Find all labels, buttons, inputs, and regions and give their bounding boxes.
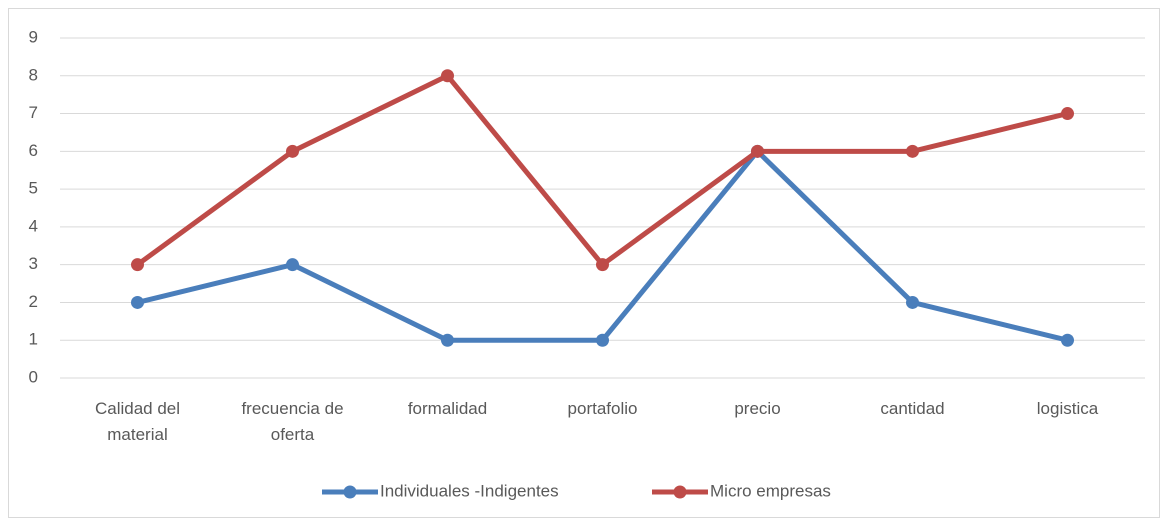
x-tick-label: logistica xyxy=(1036,399,1099,418)
y-tick-label: 6 xyxy=(29,141,38,160)
x-tick-label: Calidad del material xyxy=(94,399,181,444)
data-point xyxy=(906,144,919,158)
legend-marker xyxy=(343,485,357,499)
data-point xyxy=(1061,333,1074,347)
y-tick-label: 8 xyxy=(29,65,38,84)
legend-marker xyxy=(673,485,687,499)
chart-frame xyxy=(8,8,1160,518)
y-tick-label: 7 xyxy=(29,103,38,122)
legend-label: Individuales -Indigentes xyxy=(380,481,559,500)
data-point xyxy=(286,144,299,158)
x-tick-label: frecuencia de oferta xyxy=(241,399,344,444)
data-point xyxy=(131,295,144,309)
y-tick-label: 0 xyxy=(29,367,38,386)
x-tick-label: precio xyxy=(734,399,781,418)
y-tick-label: 1 xyxy=(29,330,38,349)
data-point xyxy=(1061,107,1074,121)
x-tick-label: portafolio xyxy=(567,399,638,418)
y-tick-label: 9 xyxy=(29,27,38,46)
data-point xyxy=(441,69,454,83)
y-tick-label: 4 xyxy=(29,216,38,235)
y-tick-label: 2 xyxy=(29,292,38,311)
y-tick-label: 3 xyxy=(29,254,38,273)
y-tick-label: 5 xyxy=(29,179,38,198)
x-tick-label: formalidad xyxy=(407,399,488,418)
data-point xyxy=(596,258,609,272)
data-point xyxy=(906,295,919,309)
data-point xyxy=(751,144,764,158)
data-point xyxy=(286,258,299,272)
data-point xyxy=(131,258,144,272)
data-point xyxy=(596,333,609,347)
x-tick-label: cantidad xyxy=(880,399,945,418)
legend-label: Micro empresas xyxy=(710,481,831,500)
data-point xyxy=(441,333,454,347)
